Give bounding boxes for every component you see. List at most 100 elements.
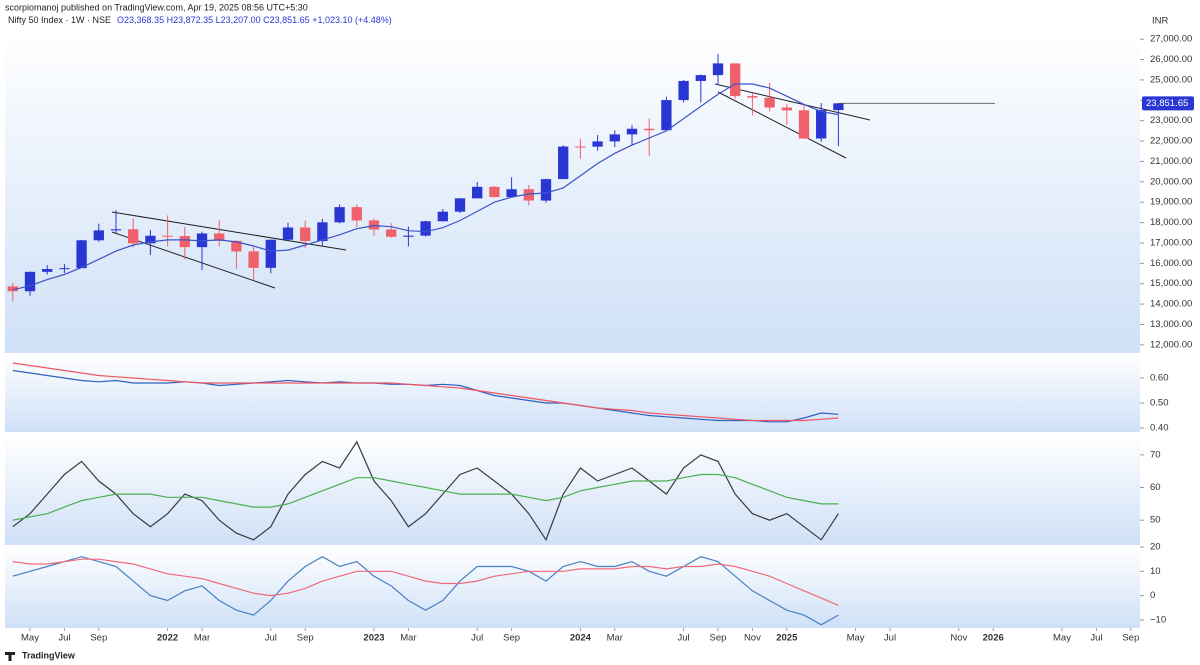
x-tick-label: Nov [950, 633, 967, 644]
y-tick-label: 19,000.00 [1150, 197, 1192, 208]
last-price-label: 23,851.65 [1146, 98, 1188, 109]
y-tick-label: 0 [1150, 590, 1155, 601]
line-series [12, 556, 839, 626]
y-tick-label: 50 [1150, 515, 1161, 526]
y-tick-label: 70 [1150, 449, 1161, 460]
candle-body [351, 207, 362, 221]
y-tick-label: 23,000.00 [1150, 115, 1192, 126]
y-tick-label: 26,000.00 [1150, 54, 1192, 65]
x-tick-label: Nov [744, 633, 761, 644]
trendline [717, 91, 847, 159]
y-tick-label: 18,000.00 [1150, 217, 1192, 228]
x-tick-label: May [1053, 633, 1071, 644]
trendline [714, 83, 871, 121]
publish-info: scorpiomanoj published on TradingView.co… [5, 2, 308, 12]
line-series [12, 362, 839, 422]
line-series [12, 558, 839, 606]
candle-body [386, 229, 397, 237]
x-tick-label: May [847, 633, 865, 644]
pane-background [5, 355, 1140, 432]
candle-body [420, 221, 431, 236]
x-tick-label: 2024 [570, 633, 592, 644]
candle-body [816, 110, 827, 139]
candle-body [24, 271, 36, 292]
x-tick-label: May [21, 633, 39, 644]
candle-body [540, 179, 552, 201]
y-tick-label: 20 [1150, 542, 1161, 553]
candle-body [833, 103, 844, 111]
candle-body [730, 63, 741, 97]
candle-body [231, 240, 242, 252]
candle-body [317, 222, 328, 242]
candle-body [798, 110, 810, 139]
trendline [111, 231, 276, 289]
y-tick-label: 12,000.00 [1150, 339, 1192, 350]
y-tick-label: 13,000.00 [1150, 319, 1192, 330]
candle-body [678, 80, 689, 101]
candle-body [248, 251, 259, 268]
candle-body [781, 107, 792, 111]
candle-body [558, 146, 569, 180]
y-tick-label: 20,000.00 [1150, 176, 1192, 187]
x-tick-label: Jul [58, 633, 70, 644]
y-tick-label: 16,000.00 [1150, 258, 1192, 269]
x-tick-label: 2022 [157, 633, 178, 644]
candle-body [609, 134, 620, 142]
y-tick-label: 60 [1150, 482, 1161, 493]
x-tick-label: Jul [1090, 633, 1102, 644]
y-tick-label: 27,000.00 [1150, 34, 1192, 45]
candle-body [93, 230, 104, 241]
pane-background [5, 30, 1140, 353]
candle-body [695, 75, 706, 81]
last-price-box [1142, 96, 1194, 111]
candle-body [110, 229, 122, 231]
x-tick-label: Sep [90, 633, 107, 644]
candle-body [179, 236, 190, 248]
y-tick-label: 25,000.00 [1150, 74, 1192, 85]
candle-body [644, 128, 655, 131]
line-series [12, 473, 839, 521]
x-tick-label: Mar [194, 633, 210, 644]
line-series [12, 83, 839, 291]
x-tick-label: 2026 [983, 633, 1004, 644]
line-series [12, 440, 839, 542]
x-tick-label: Mar [607, 633, 623, 644]
candle-body [300, 227, 311, 242]
candle-body [575, 146, 586, 148]
candle-body [59, 268, 70, 270]
candle-body [128, 229, 139, 244]
x-tick-label: Sep [297, 633, 314, 644]
y-tick-label: 10 [1150, 566, 1161, 577]
candle-body [214, 233, 225, 241]
y-tick-label: 14,000.00 [1150, 299, 1192, 310]
x-tick-label: 2025 [776, 633, 798, 644]
candle-body [334, 207, 345, 223]
y-tick-label: 15,000.00 [1150, 278, 1192, 289]
candle-body [282, 227, 294, 240]
candle-body [437, 211, 448, 222]
y-tick-label: −10 [1150, 614, 1166, 625]
candle-body [626, 128, 638, 135]
candle-body [403, 235, 414, 237]
currency: INR [1152, 16, 1169, 27]
y-tick-label: 0.40 [1150, 423, 1169, 434]
candle-body [145, 235, 156, 244]
x-tick-label: Jul [265, 633, 277, 644]
x-tick-label: Jul [884, 633, 896, 644]
x-tick-label: Mar [400, 633, 416, 644]
candle-body [747, 96, 758, 98]
candle-body [661, 100, 672, 131]
candle-body [7, 286, 18, 292]
candle-body [368, 220, 380, 230]
x-tick-label: Jul [678, 633, 690, 644]
ohlc: O23,368.35 H23,872.35 L23,207.00 C23,851… [117, 15, 392, 25]
candle-body [76, 240, 87, 269]
x-tick-label: Sep [503, 633, 520, 644]
trendline [111, 211, 347, 251]
x-tick-label: 2023 [363, 633, 384, 644]
logo [5, 652, 15, 661]
candle-body [162, 235, 173, 237]
x-tick-label: Sep [710, 633, 727, 644]
